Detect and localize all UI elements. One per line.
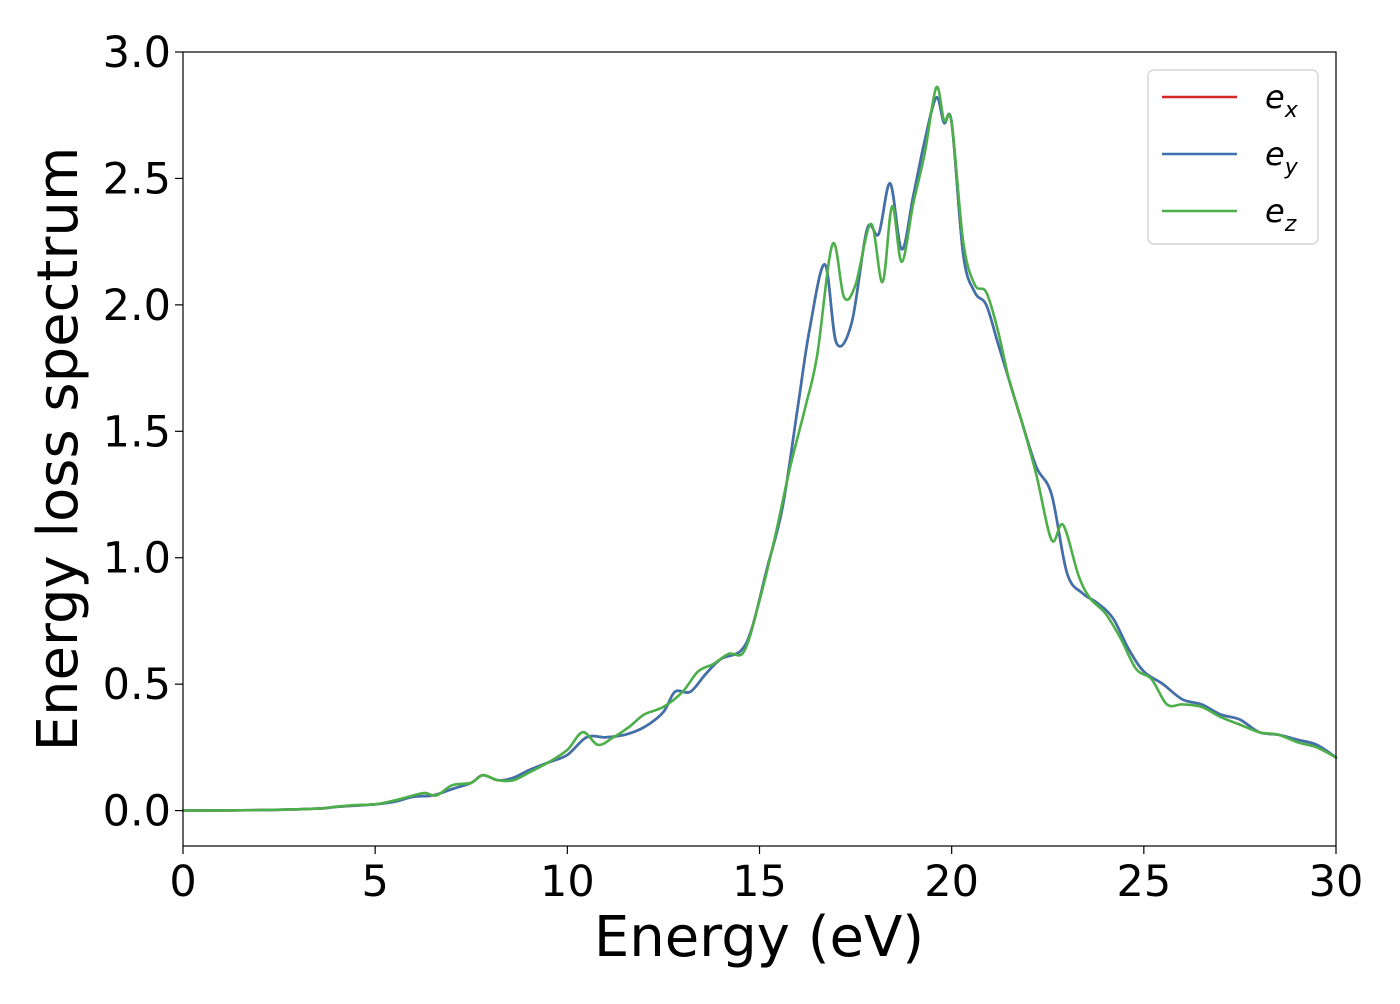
legend-label-base: e	[1265, 135, 1285, 173]
legend-label-subscript: z	[1284, 212, 1297, 237]
x-tick-label: 30	[1309, 857, 1364, 907]
legend-label-z: ez	[1265, 192, 1297, 237]
legend-label-y: ey	[1265, 135, 1299, 180]
legend-label-base: e	[1265, 78, 1285, 116]
legend-box	[1147, 69, 1319, 245]
x-tick-label: 25	[1116, 857, 1171, 907]
x-axis-label: Energy (eV)	[594, 905, 924, 970]
y-tick-label: 0.5	[103, 660, 171, 710]
x-tick-label: 20	[924, 857, 979, 907]
y-tick-label: 3.0	[103, 28, 171, 78]
series-line-z	[181, 85, 1338, 812]
legend-label-subscript: y	[1284, 155, 1299, 180]
legend-label-subscript: x	[1284, 98, 1299, 123]
y-tick-label: 2.0	[103, 281, 171, 331]
legend-label-x: ex	[1265, 78, 1299, 123]
x-tick-label: 15	[732, 857, 787, 907]
y-tick-label: 2.5	[103, 154, 171, 204]
x-tick-label: 0	[169, 857, 196, 907]
y-axis: 0.0 0.5 1.0 1.5 2.0 2.5 3.0	[103, 28, 183, 837]
x-axis: 0 5 10 15 20 25 30	[169, 846, 1363, 907]
series-lines	[181, 85, 1338, 812]
y-tick-label: 1.0	[103, 534, 171, 584]
x-tick-label: 10	[540, 857, 595, 907]
y-tick-label: 1.5	[103, 407, 171, 457]
y-tick-label: 0.0	[103, 787, 171, 837]
y-axis-label: Energy loss spectrum	[26, 147, 91, 752]
legend-label-base: e	[1265, 192, 1285, 230]
x-tick-label: 5	[361, 857, 388, 907]
